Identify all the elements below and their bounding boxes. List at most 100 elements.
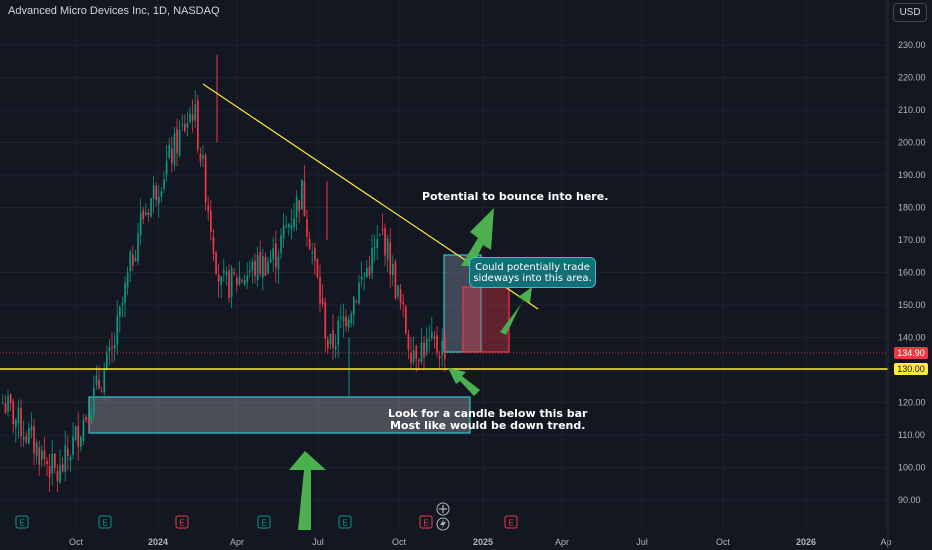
- candle-body: [38, 447, 41, 465]
- candle-body: [56, 471, 59, 482]
- candle-body: [332, 330, 334, 348]
- y-tick-label: 220.00: [898, 73, 926, 83]
- candle-body: [17, 407, 20, 424]
- candle-body: [334, 345, 337, 350]
- candle-body: [72, 436, 74, 456]
- candle-body: [277, 256, 280, 270]
- bounce-arrow-icon: [461, 208, 494, 266]
- candle-body: [106, 352, 108, 369]
- candle-body: [139, 213, 142, 236]
- candle-body: [290, 224, 293, 230]
- candle-body: [61, 464, 64, 472]
- earnings-icon: [419, 515, 433, 529]
- last-price-tag: 134.90: [894, 347, 928, 359]
- candle-body: [311, 251, 314, 254]
- candle-body: [230, 267, 233, 297]
- candle-body: [111, 347, 113, 349]
- candle-body: [163, 179, 165, 190]
- sideways-callout: Could potentially trade sideways into th…: [469, 257, 596, 288]
- y-tick-label: 180.00: [898, 203, 926, 213]
- y-tick-label: 200.00: [898, 138, 926, 148]
- candle-note-line2: Most like would be down trend.: [389, 419, 586, 432]
- candle-body: [93, 387, 95, 415]
- candle-body: [54, 453, 56, 469]
- candle-body: [262, 256, 264, 278]
- candle-body: [238, 276, 241, 285]
- candle-body: [142, 209, 145, 219]
- candle-body: [116, 316, 119, 345]
- candle-body: [155, 185, 158, 201]
- candle-body: [204, 155, 207, 203]
- candle-body: [306, 218, 308, 237]
- x-tick-label: 2025: [473, 537, 493, 547]
- candle-body: [220, 276, 223, 285]
- candle-body: [181, 124, 184, 126]
- candle-body: [225, 271, 228, 276]
- candle-body: [223, 270, 225, 273]
- candle-body: [425, 338, 428, 355]
- earnings-icon: [257, 515, 271, 529]
- candle-body: [371, 248, 373, 274]
- candle-body: [228, 270, 230, 298]
- x-tick-label: Apr: [230, 537, 244, 547]
- earnings-icon: [338, 515, 352, 529]
- projection-red-zone: [462, 286, 510, 353]
- candle-body: [67, 448, 69, 456]
- candle-body: [20, 408, 22, 437]
- candle-body: [423, 342, 425, 358]
- candle-body: [126, 272, 129, 288]
- candle-body: [433, 336, 436, 339]
- earnings-icon: [98, 515, 112, 529]
- candle-body: [295, 196, 298, 218]
- candle-body: [215, 252, 217, 274]
- candle-body: [314, 247, 316, 261]
- earnings-label: E: [342, 519, 347, 528]
- candle-body: [355, 301, 358, 303]
- candle-body: [212, 237, 215, 254]
- candle-body: [389, 242, 392, 275]
- candle-body: [410, 352, 412, 364]
- candle-body: [301, 179, 303, 210]
- candle-body: [124, 283, 126, 304]
- candle-body: [80, 436, 82, 447]
- candle-body: [197, 100, 199, 150]
- currency-button[interactable]: USD: [893, 3, 927, 22]
- earnings-label: E: [102, 519, 107, 528]
- candle-body: [420, 342, 423, 362]
- candle-body: [316, 258, 319, 277]
- candle-body: [189, 113, 191, 123]
- sideways-arrow-icon: [500, 287, 532, 335]
- candle-body: [51, 454, 54, 474]
- y-tick-label: 160.00: [898, 268, 926, 278]
- candle-body: [113, 344, 116, 349]
- candle-body: [82, 419, 85, 442]
- candle-body: [241, 280, 243, 282]
- candle-body: [28, 428, 30, 444]
- candle-body: [340, 316, 342, 318]
- candle-body: [288, 224, 290, 228]
- candle-body: [373, 246, 376, 248]
- candle-body: [85, 416, 87, 421]
- candle-body: [264, 257, 267, 276]
- x-tick-label: Ap: [880, 537, 891, 547]
- candle-body: [342, 316, 345, 322]
- earnings-label: E: [19, 519, 24, 528]
- candle-body: [353, 297, 355, 315]
- candle-body: [25, 436, 28, 443]
- candle-body: [381, 229, 384, 231]
- candle-body: [98, 379, 100, 389]
- candle-body: [69, 456, 72, 461]
- x-tick-label: 2024: [148, 537, 168, 547]
- candle-body: [191, 114, 194, 121]
- candle-body: [275, 243, 277, 268]
- candle-body: [303, 181, 306, 217]
- x-tick-label: 2026: [796, 537, 816, 547]
- candle-body: [272, 247, 275, 260]
- candle-body: [90, 414, 93, 424]
- candle-body: [405, 306, 407, 334]
- candle-body: [347, 319, 350, 328]
- x-tick-label: Oct: [716, 537, 731, 547]
- candle-body: [397, 285, 399, 297]
